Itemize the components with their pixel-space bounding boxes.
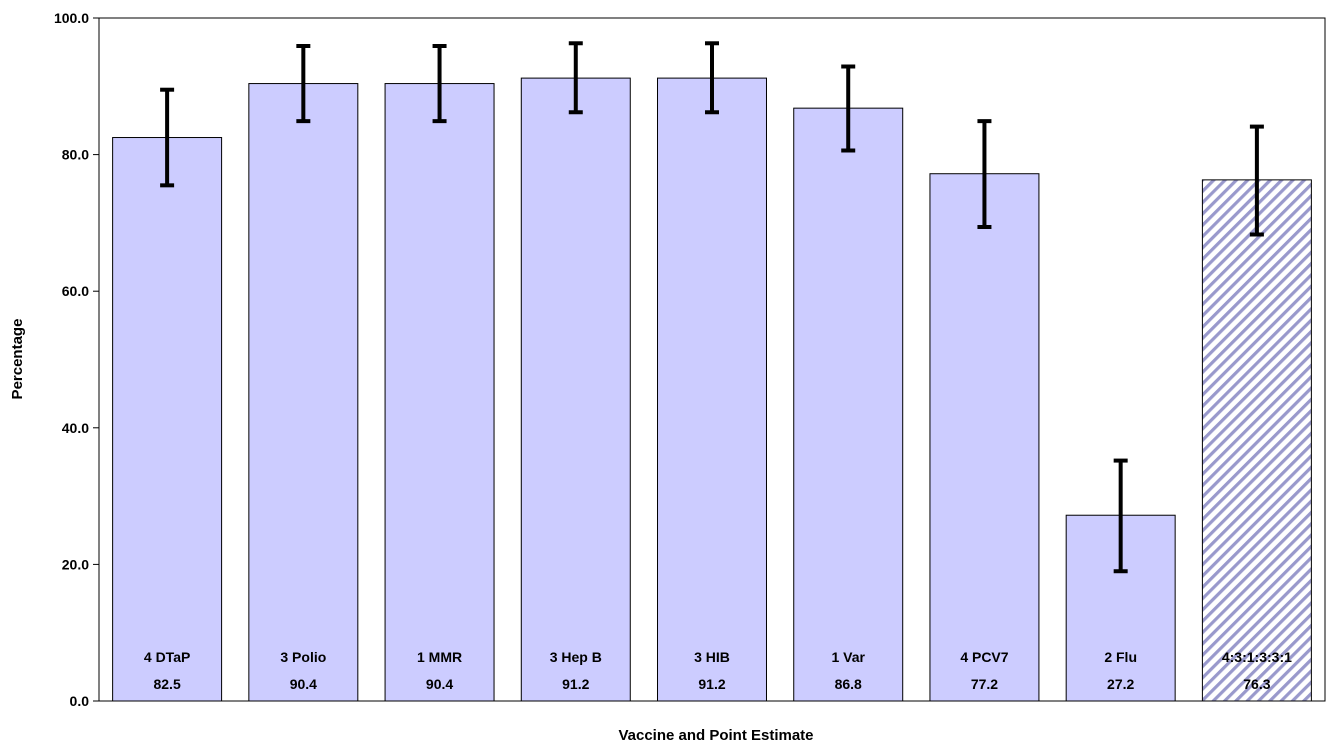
bar-category-label: 3 Hep B [550, 649, 602, 665]
bar-value-label: 27.2 [1107, 676, 1134, 692]
error-bar-series [160, 41, 1264, 574]
bar-category-label: 4:3:1:3:3:1 [1222, 649, 1292, 665]
y-tick-label: 20.0 [62, 556, 89, 572]
bar [112, 137, 223, 702]
bar [520, 77, 631, 702]
y-tick-label: 40.0 [62, 420, 89, 436]
bar-label-group: 4 DTaP 82.5 3 Polio 90.4 1 MMR 90.4 3 Hep B 91.… [144, 649, 1292, 692]
bar-value-label: 91.2 [562, 676, 589, 692]
bar-value-label: 91.2 [698, 676, 725, 692]
y-tick-label: 0.0 [70, 693, 90, 709]
bar [384, 83, 495, 702]
bar-category-label: 1 MMR [417, 649, 462, 665]
bar-value-label: 82.5 [153, 676, 180, 692]
bar-category-label: 4 PCV7 [960, 649, 1008, 665]
bar-value-label: 86.8 [835, 676, 862, 692]
y-tick-label: 60.0 [62, 283, 89, 299]
y-axis-title: Percentage [9, 319, 26, 400]
bar-series [112, 77, 1312, 702]
bar-category-label: 3 Polio [280, 649, 326, 665]
bar [929, 173, 1040, 702]
bar-category-label: 2 Flu [1104, 649, 1137, 665]
bar [793, 107, 904, 702]
y-tick-label: 80.0 [62, 147, 89, 163]
x-axis-title: Vaccine and Point Estimate [618, 727, 813, 744]
bar-value-label: 76.3 [1243, 676, 1270, 692]
y-tick-label: 100.0 [54, 10, 89, 26]
bar-value-label: 77.2 [971, 676, 998, 692]
bar [1201, 179, 1312, 702]
bar-value-label: 90.4 [290, 676, 317, 692]
bar-category-label: 4 DTaP [144, 649, 190, 665]
bar [248, 83, 359, 702]
bar-category-label: 1 Var [831, 649, 865, 665]
bar [657, 77, 767, 702]
bar-value-label: 90.4 [426, 676, 453, 692]
bar-category-label: 3 HIB [694, 649, 730, 665]
y-axis: 0.0 20.0 40.0 60.0 80.0 100.0 [54, 10, 99, 709]
